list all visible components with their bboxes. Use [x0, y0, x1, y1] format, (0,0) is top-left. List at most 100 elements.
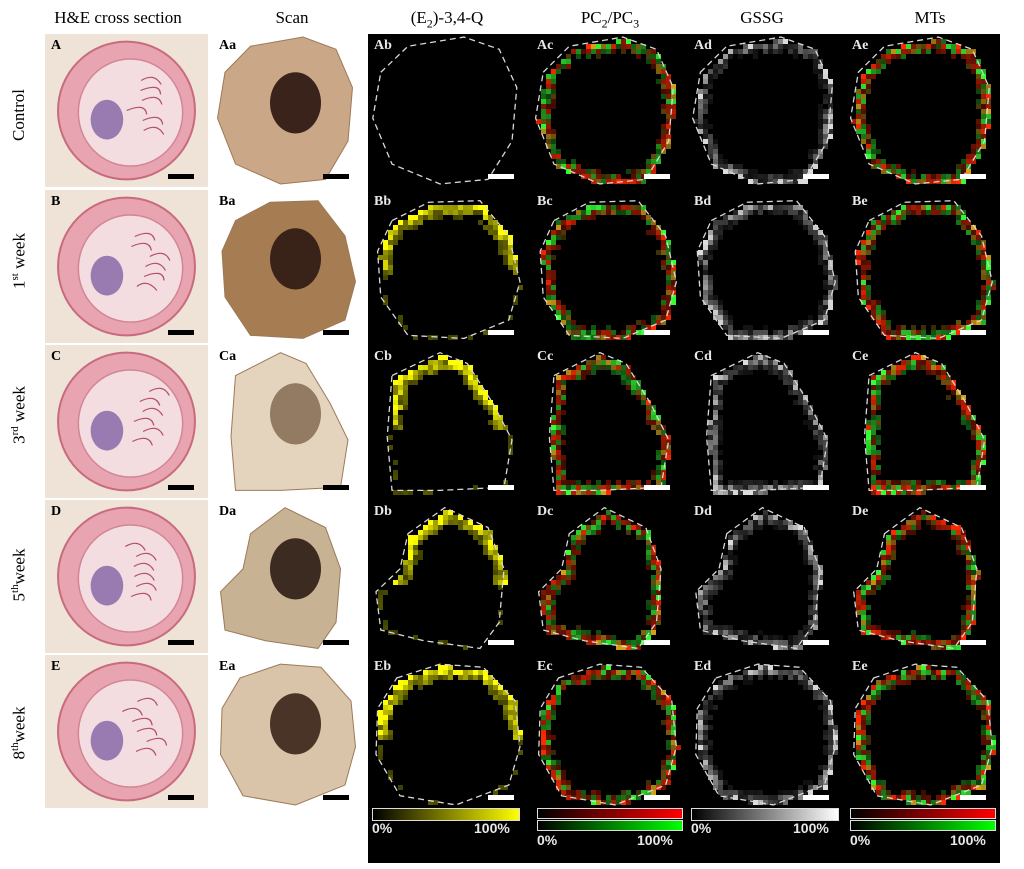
signal-pixel [473, 380, 478, 385]
signal-pixel [621, 39, 626, 44]
panel-c: C [45, 345, 208, 498]
signal-pixel [656, 610, 661, 615]
signal-pixel [703, 730, 708, 735]
signal-pixel [551, 590, 556, 595]
signal-pixel [478, 530, 483, 535]
signal-pixel [733, 330, 738, 335]
signal-pixel [951, 530, 956, 535]
signal-pixel [713, 445, 718, 450]
signal-pixel [818, 74, 823, 79]
signal-pixel [808, 315, 813, 320]
column-header-e2q: (E2)-3,4-Q [372, 8, 522, 34]
signal-pixel [606, 49, 611, 54]
signal-pixel [783, 525, 788, 530]
signal-pixel [818, 250, 823, 255]
signal-pixel [956, 670, 961, 675]
signal-pixel [951, 174, 956, 179]
signal-pixel [698, 590, 703, 595]
scan-core [270, 72, 321, 134]
signal-pixel [591, 169, 596, 174]
signal-pixel [666, 745, 671, 750]
signal-pixel [748, 365, 753, 370]
signal-pixel [656, 69, 661, 74]
signal-pixel [966, 560, 971, 565]
signal-pixel [403, 395, 408, 400]
signal-pixel [971, 475, 976, 480]
signal-pixel [818, 305, 823, 310]
signal-pixel [763, 520, 768, 525]
signal-pixel [876, 625, 881, 630]
signal-pixel [661, 770, 666, 775]
signal-pixel [723, 685, 728, 690]
signal-pixel [383, 250, 388, 255]
signal-pixel [748, 325, 753, 330]
signal-pixel [428, 490, 433, 495]
signal-pixel [861, 114, 866, 119]
signal-pixel [713, 139, 718, 144]
signal-pixel [616, 44, 621, 49]
signal-pixel [803, 555, 808, 560]
signal-pixel [798, 525, 803, 530]
signal-pixel [976, 104, 981, 109]
signal-pixel [916, 179, 921, 184]
colorbar-min-label: 0% [372, 820, 393, 836]
signal-pixel [621, 485, 626, 490]
scale-bar [168, 485, 194, 490]
signal-pixel [876, 159, 881, 164]
signal-pixel [813, 230, 818, 235]
signal-pixel [961, 179, 966, 184]
signal-pixel [556, 690, 561, 695]
signal-pixel [503, 250, 508, 255]
signal-pixel [871, 695, 876, 700]
signal-pixel [763, 665, 768, 670]
signal-pixel [813, 465, 818, 470]
signal-pixel [576, 635, 581, 640]
signal-pixel [941, 795, 946, 800]
signal-pixel [856, 114, 861, 119]
panel-image [386, 351, 513, 495]
signal-pixel [823, 445, 828, 450]
signal-pixel [703, 760, 708, 765]
signal-pixel [818, 475, 823, 480]
signal-pixel [803, 535, 808, 540]
signal-pixel [896, 335, 901, 340]
signal-pixel [818, 119, 823, 124]
signal-pixel [561, 305, 566, 310]
signal-pixel [631, 325, 636, 330]
signal-pixel [788, 210, 793, 215]
panel-ec: Ec [531, 655, 684, 808]
signal-pixel [556, 630, 561, 635]
signal-pixel [891, 220, 896, 225]
signal-pixel [946, 325, 951, 330]
he-fold [143, 272, 165, 281]
signal-pixel [738, 365, 743, 370]
he-fold [145, 262, 167, 271]
signal-pixel [666, 109, 671, 114]
signal-pixel [408, 375, 413, 380]
signal-pixel [886, 215, 891, 220]
signal-pixel [733, 169, 738, 174]
panel-image [539, 200, 678, 340]
signal-pixel [493, 680, 498, 685]
signal-pixel [561, 164, 566, 169]
signal-pixel [438, 675, 443, 680]
signal-pixel [723, 485, 728, 490]
scale-bar [803, 174, 829, 179]
signal-pixel [498, 575, 503, 580]
signal-pixel [896, 795, 901, 800]
signal-pixel [403, 690, 408, 695]
signal-pixel [576, 545, 581, 550]
signal-pixel [546, 109, 551, 114]
signal-pixel [856, 89, 861, 94]
signal-pixel [546, 260, 551, 265]
colorbar-min-label: 0% [537, 832, 558, 848]
signal-pixel [891, 215, 896, 220]
signal-pixel [561, 390, 566, 395]
signal-pixel [866, 124, 871, 129]
signal-pixel [956, 320, 961, 325]
signal-pixel [971, 425, 976, 430]
signal-pixel [636, 485, 641, 490]
signal-pixel [541, 710, 546, 715]
signal-pixel [636, 670, 641, 675]
signal-pixel [758, 480, 763, 485]
